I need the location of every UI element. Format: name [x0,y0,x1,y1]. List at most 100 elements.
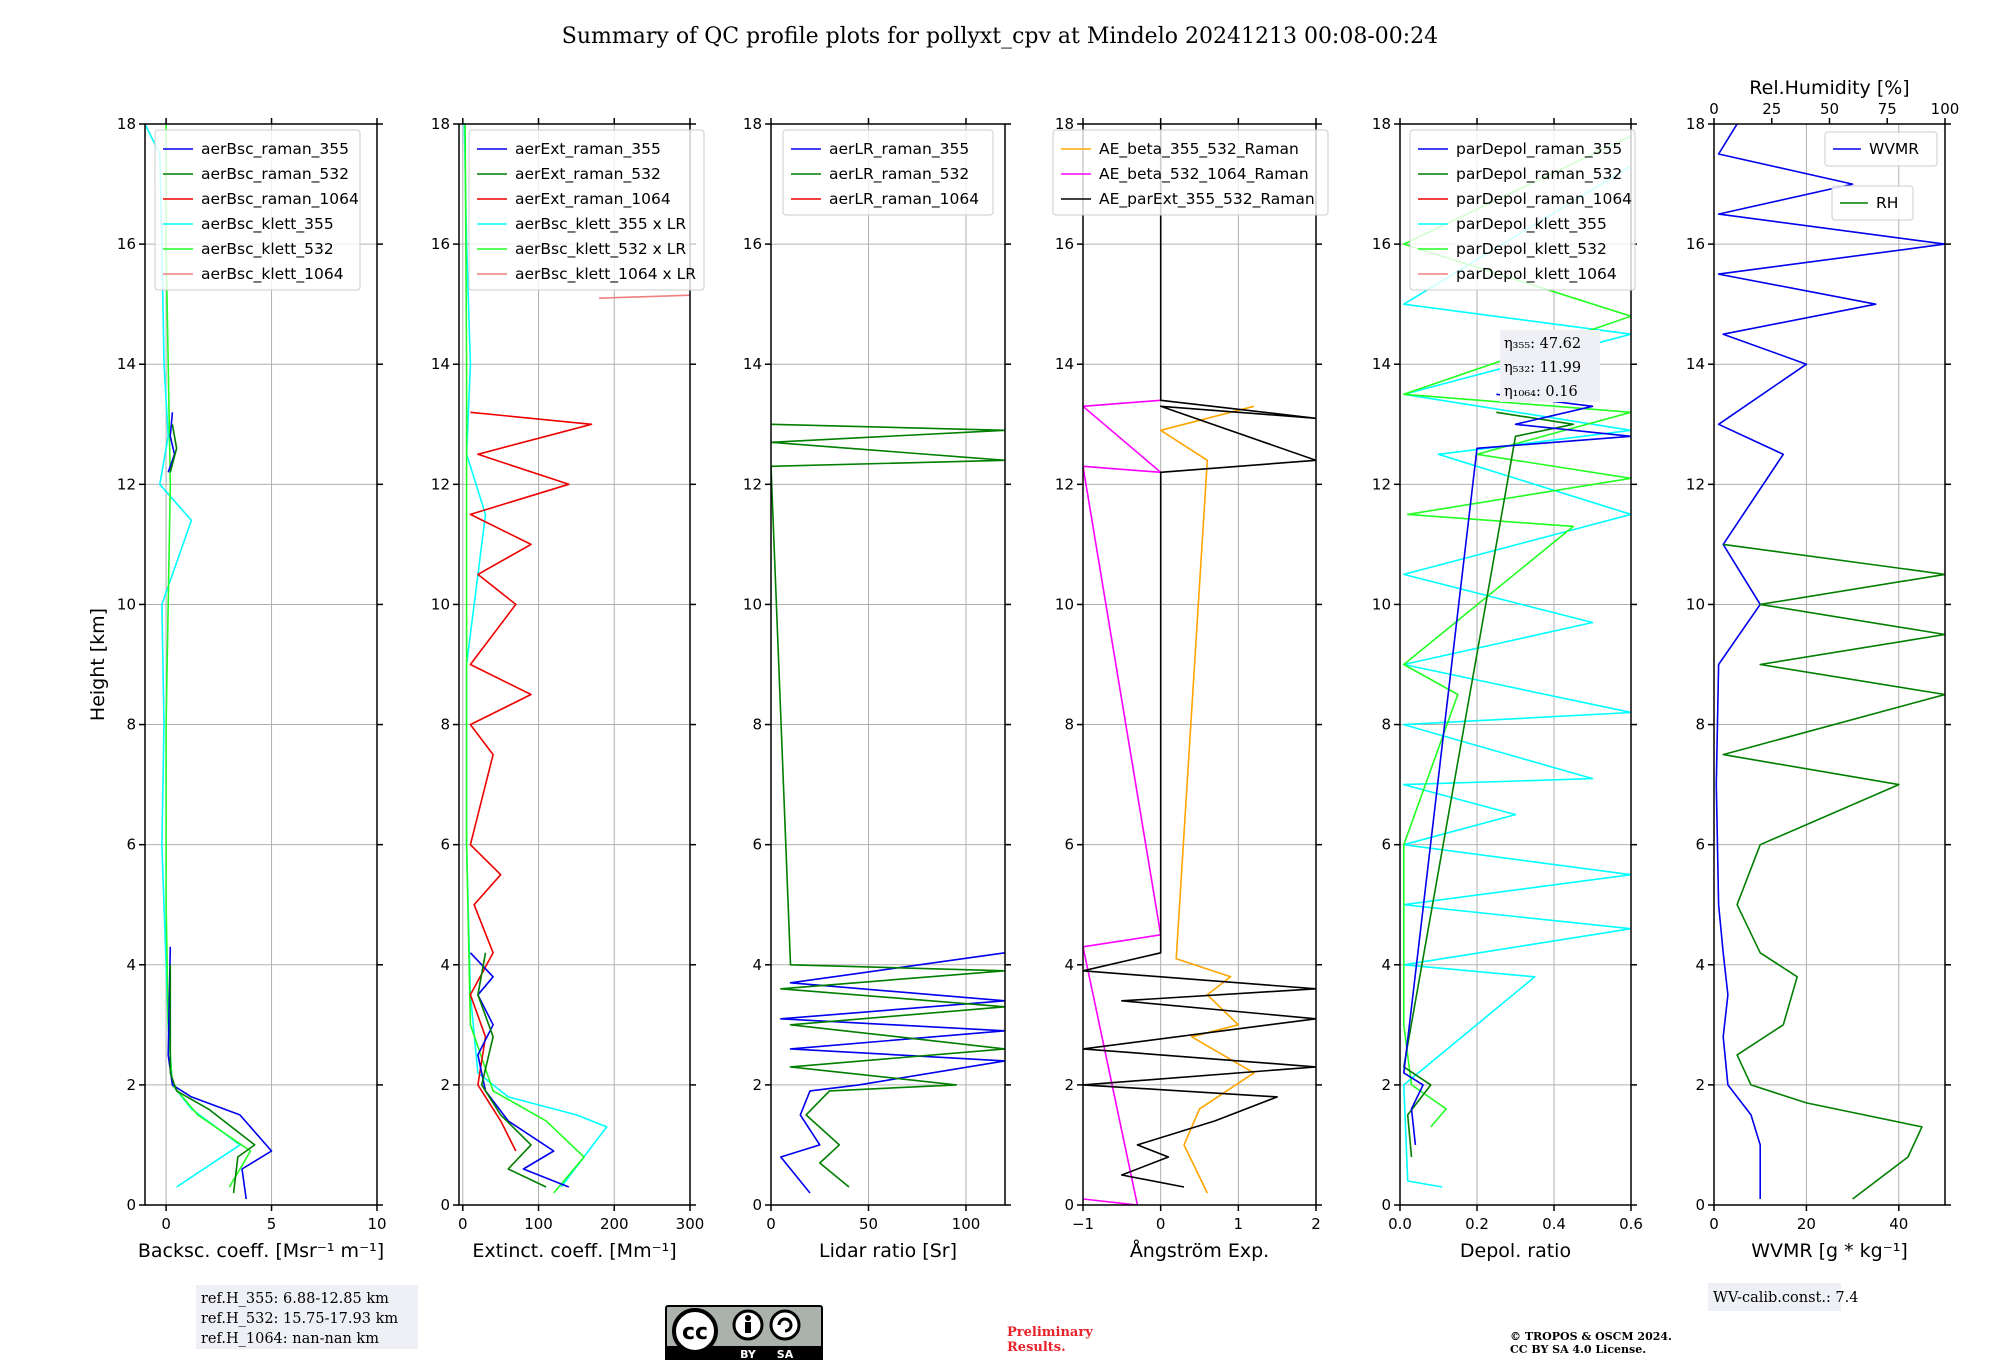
top-tick-label-100: 100 [1931,100,1960,118]
ytick-label-2: 2 [1381,1076,1391,1094]
preliminary-line2: Results. [1007,1340,1066,1355]
legend-label-1: parDepol_raman_532 [1456,165,1622,184]
xtick-label-0.2: 0.2 [1465,1215,1489,1233]
ytick-label-16: 16 [431,235,450,253]
ytick-label-0: 0 [1695,1196,1705,1214]
series-group [1715,124,1945,1200]
legend-box-1 [1831,185,1914,221]
legend-label-0: aerExt_raman_355 [515,140,661,159]
ytick-label-2: 2 [1064,1076,1074,1094]
preliminary-line1: Preliminary [1007,1325,1093,1340]
series-aerBsc_klett_532 [165,124,252,1188]
series-aerBsc_raman_355 [167,946,273,1200]
series-aerExt_raman_532 [477,952,547,1188]
ytick-label-12: 12 [1686,475,1705,493]
series-group [771,423,1005,1194]
legend-box [154,129,361,291]
legend-label-5: parDepol_klett_1064 [1456,265,1617,284]
ytick-label-12: 12 [431,475,450,493]
ytick-label-0: 0 [440,1196,450,1214]
xtick-label-0: 0 [1156,1215,1166,1233]
panel-1: 0 2 4 6 8 10 12 14 16 18 0 5 10 Backsc. coeff. [Msr⁻¹… [87,115,387,1262]
legend-box [468,129,705,291]
xtick-label-300: 300 [676,1215,705,1233]
xtick-label-1: 1 [1234,1215,1244,1233]
ytick-label-8: 8 [752,716,762,734]
legend-label-0: parDepol_raman_355 [1456,140,1622,159]
ytick-label-2: 2 [440,1076,450,1094]
axes-frame [1082,123,1317,1206]
series-aerBsc_raman_355_cirrus [167,412,176,473]
legend-label-1: aerExt_raman_532 [515,165,661,184]
xtick-label-0: 0 [766,1215,776,1233]
copyright-line2: CC BY SA 4.0 License. [1510,1343,1646,1356]
legend-label-2: aerLR_raman_1064 [829,190,979,209]
x-axis-label: Lidar ratio [Sr] [819,1240,957,1262]
ytick-label-4: 4 [1695,956,1705,974]
xtick-label-10: 10 [367,1215,386,1233]
legend-label-4: parDepol_klett_532 [1456,240,1607,259]
ytick-label-18: 18 [743,115,762,133]
ytick-label-10: 10 [743,595,762,613]
series-aerBsc_klett_1064 x LR [599,294,690,299]
ytick-label-10: 10 [1372,595,1391,613]
legend-label-5: aerBsc_klett_1064 x LR [515,265,696,284]
x-axis-label: Extinct. coeff. [Mm⁻¹] [472,1240,676,1262]
ytick-label-18: 18 [431,115,450,133]
cc-logo-text: cc [682,1320,708,1345]
ytick-label-10: 10 [117,595,136,613]
eta-annotation-1: η₅₃₂: 11.99 [1504,360,1581,376]
axes-frame [458,123,691,1206]
series-group [463,124,690,1194]
ytick-label-10: 10 [431,595,450,613]
ytick-label-6: 6 [1381,836,1391,854]
series-RH [1722,543,1945,1200]
cc-license-badge: cc BY SA [665,1305,823,1360]
series-aerLR_raman_532 [771,423,1005,1188]
ytick-label-4: 4 [1381,956,1391,974]
ytick-label-0: 0 [752,1196,762,1214]
xtick-label-−1: −1 [1072,1215,1094,1233]
ytick-label-18: 18 [1686,115,1705,133]
legend-box [1409,129,1636,291]
sa-label: SA [777,1348,794,1360]
legend-label-RH: RH [1876,194,1898,212]
ytick-label-4: 4 [440,956,450,974]
ytick-label-2: 2 [126,1076,136,1094]
ytick-label-0: 0 [1064,1196,1074,1214]
top-axis-label: Rel.Humidity [%] [1749,77,1909,99]
series-aerLR_raman_355 [779,952,1005,1194]
ytick-label-8: 8 [440,716,450,734]
copyright-line1: © TROPOS & OSCM 2024. [1510,1330,1672,1343]
xtick-label-2: 2 [1311,1215,1321,1233]
legend-label-2: parDepol_raman_1064 [1456,190,1632,209]
ytick-label-6: 6 [1064,836,1074,854]
ytick-label-2: 2 [1695,1076,1705,1094]
series-group [1083,124,1316,1205]
series-aerBsc_raman_532_cirrus [169,424,178,473]
series-AE_beta_532_1064_Raman [1083,399,1162,1205]
ytick-label-4: 4 [1064,956,1074,974]
xtick-label-50: 50 [859,1215,878,1233]
chart-title: Summary of QC profile plots for pollyxt_… [562,24,1438,49]
ytick-label-8: 8 [1064,716,1074,734]
x-axis-label: WVMR [g * kg⁻¹] [1751,1240,1908,1262]
ytick-label-4: 4 [752,956,762,974]
top-tick-label-0: 0 [1709,100,1719,118]
ytick-label-0: 0 [1381,1196,1391,1214]
x-axis-label: Ångström Exp. [1130,1239,1269,1262]
legend-label-3: aerBsc_klett_355 x LR [515,215,686,234]
ytick-label-12: 12 [117,475,136,493]
eta-annotation-0: η₃₅₅: 47.62 [1504,336,1581,352]
legend-label-5: aerBsc_klett_1064 [201,265,344,284]
y-axis-label: Height [km] [87,608,109,721]
xtick-label-0: 0 [458,1215,468,1233]
legend-label-1: AE_beta_532_1064_Raman [1099,165,1309,184]
ytick-label-12: 12 [743,475,762,493]
ytick-label-0: 0 [126,1196,136,1214]
legend-label-0: aerBsc_raman_355 [201,140,349,159]
ytick-label-8: 8 [1381,716,1391,734]
